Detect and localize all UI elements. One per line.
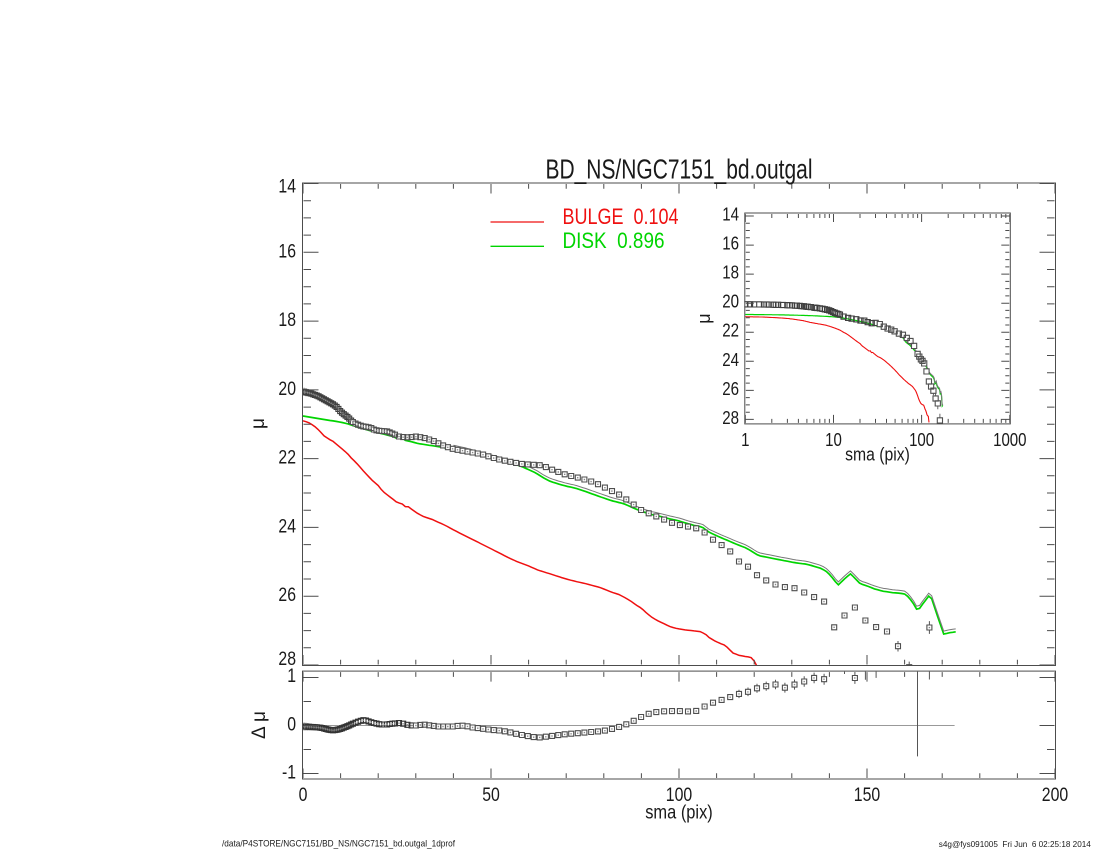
svg-text:0: 0 xyxy=(299,785,308,806)
svg-text:1: 1 xyxy=(287,666,296,687)
svg-text:20: 20 xyxy=(278,379,296,400)
svg-text:26: 26 xyxy=(278,585,296,606)
svg-text:μ: μ xyxy=(694,313,714,323)
svg-text:18: 18 xyxy=(278,310,296,331)
svg-text:10: 10 xyxy=(825,430,842,450)
svg-text:1: 1 xyxy=(741,430,749,450)
svg-text:Δ μ: Δ μ xyxy=(249,711,270,739)
svg-text:150: 150 xyxy=(854,785,880,806)
svg-text:20: 20 xyxy=(722,292,739,312)
svg-text:100: 100 xyxy=(666,785,692,806)
svg-text:200: 200 xyxy=(1042,785,1068,806)
svg-text:16: 16 xyxy=(278,241,296,262)
svg-text:1000: 1000 xyxy=(993,430,1026,450)
svg-text:28: 28 xyxy=(722,408,739,428)
svg-text:14: 14 xyxy=(722,205,739,225)
svg-text:0: 0 xyxy=(287,715,296,736)
svg-text:14: 14 xyxy=(278,177,296,198)
svg-text:22: 22 xyxy=(722,321,739,341)
svg-text:DISK 0.896: DISK 0.896 xyxy=(563,228,665,253)
svg-text:50: 50 xyxy=(482,785,500,806)
svg-text:28: 28 xyxy=(278,649,296,670)
svg-text:24: 24 xyxy=(278,516,296,537)
svg-text:s4g@fys091005 Fri Jun 6 02:2: s4g@fys091005 Fri Jun 6 02:25:18 2014 xyxy=(939,840,1092,849)
svg-text:24: 24 xyxy=(722,350,739,370)
svg-text:26: 26 xyxy=(722,379,739,399)
svg-text:-1: -1 xyxy=(282,763,296,784)
svg-text:BULGE 0.104: BULGE 0.104 xyxy=(563,204,679,229)
svg-text:/data/P4STORE/NGC7151/BD_NS/NG: /data/P4STORE/NGC7151/BD_NS/NGC7151_bd.o… xyxy=(222,839,455,850)
svg-text:18: 18 xyxy=(722,263,739,283)
svg-text:sma (pix): sma (pix) xyxy=(845,445,910,465)
svg-text:μ: μ xyxy=(248,418,269,429)
svg-text:sma (pix): sma (pix) xyxy=(645,803,713,824)
svg-text:22: 22 xyxy=(278,448,296,469)
svg-text:16: 16 xyxy=(722,234,739,254)
svg-text:100: 100 xyxy=(909,430,934,450)
svg-text:BD_NS/NGC7151_bd.outgal: BD_NS/NGC7151_bd.outgal xyxy=(546,154,813,185)
